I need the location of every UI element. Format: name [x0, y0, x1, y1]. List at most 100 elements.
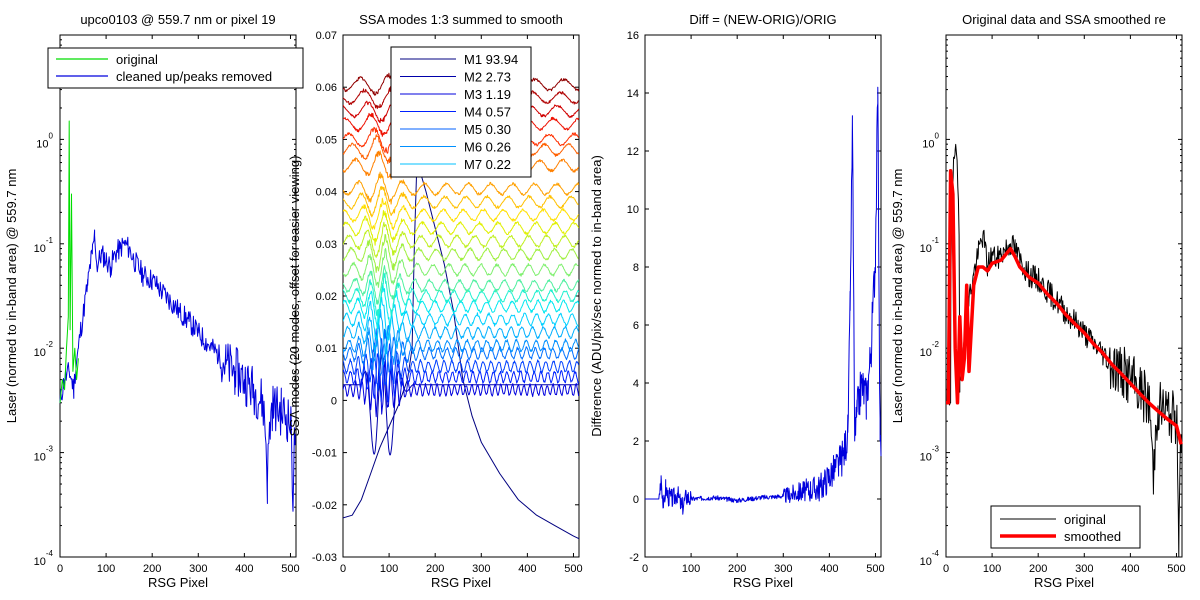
x-tick-label: 200 [426, 563, 444, 575]
legend-box [990, 505, 1141, 549]
y-tick-label: 0.02 [316, 291, 337, 303]
x-tick-label: 300 [472, 563, 490, 575]
legend-label: M1 93.94 [464, 52, 518, 67]
plot-frame [644, 34, 882, 558]
y-tick-label: 0.04 [316, 187, 337, 199]
mode-line-7 [343, 324, 579, 366]
y-tick-label: 10-1 [920, 236, 940, 255]
mode-line-11 [343, 272, 579, 319]
x-axis-label: RSG Pixel [431, 575, 491, 590]
mode-line-5 [343, 338, 579, 392]
plot-frame [59, 34, 297, 558]
x-tick-label: 200 [1029, 563, 1047, 575]
x-tick-label: 400 [518, 563, 536, 575]
x-tick-label: 0 [340, 563, 346, 575]
y-tick-label: 10-3 [34, 445, 54, 464]
legend-label: M2 2.73 [464, 70, 511, 85]
y-tick-label: 10-3 [920, 445, 940, 464]
mode-line-1 [343, 165, 579, 540]
x-tick-label: 500 [281, 563, 299, 575]
x-tick-label: 0 [943, 563, 949, 575]
y-tick-label: 8 [633, 262, 639, 274]
mode-line-12 [343, 265, 579, 305]
plot-frame [945, 34, 1183, 558]
x-tick-label: 500 [866, 563, 884, 575]
y-tick-label: -2 [629, 552, 639, 564]
legend-label: M6 0.26 [464, 140, 511, 155]
y-axis-label: Laser (normed to in-band area) @ 559.7 n… [890, 169, 905, 424]
y-tick-label: 0.03 [316, 239, 337, 251]
y-tick-label: -0.03 [312, 552, 337, 564]
x-tick-label: 300 [774, 563, 792, 575]
x-tick-label: 400 [235, 563, 253, 575]
legend-label: original [1064, 512, 1106, 527]
x-tick-label: 300 [189, 563, 207, 575]
y-tick-label: -0.02 [312, 500, 337, 512]
y-tick-label: 100 [36, 131, 53, 150]
x-tick-label: 500 [564, 563, 582, 575]
series-line-original [59, 120, 79, 403]
x-tick-label: 0 [642, 563, 648, 575]
legend-label: cleaned up/peaks removed [116, 69, 272, 84]
x-tick-label: 200 [728, 563, 746, 575]
legend-box [47, 47, 304, 89]
mode-line-15 [343, 221, 579, 258]
mode-line-18 [343, 185, 579, 218]
chart-title: SSA modes 1:3 summed to smooth [359, 12, 563, 27]
chart-title: Original data and SSA smoothed re [962, 12, 1166, 27]
y-tick-label: 4 [633, 378, 639, 390]
series-line-smoothed [946, 169, 1183, 445]
y-tick-label: -0.01 [312, 448, 337, 460]
y-tick-label: 12 [627, 146, 639, 158]
x-tick-label: 300 [1075, 563, 1093, 575]
x-tick-label: 100 [682, 563, 700, 575]
y-tick-label: 0.07 [316, 30, 337, 42]
y-tick-label: 10-4 [920, 549, 940, 568]
legend-label: M4 0.57 [464, 105, 511, 120]
y-tick-label: 100 [922, 131, 939, 150]
mode-traces [343, 72, 579, 540]
y-tick-label: 0 [331, 395, 337, 407]
chart-title: upco0103 @ 559.7 nm or pixel 19 [80, 12, 275, 27]
x-tick-label: 500 [1167, 563, 1185, 575]
y-tick-label: 10-2 [920, 340, 940, 359]
mode-line-16 [343, 210, 579, 246]
series-line-diff [645, 86, 882, 515]
y-axis-label: Laser (normed to in-band area) @ 559.7 n… [4, 169, 19, 424]
mode-line-4 [343, 352, 579, 403]
legend-label: smoothed [1064, 529, 1121, 544]
y-tick-label: 0.01 [316, 343, 337, 355]
y-tick-label: 16 [627, 30, 639, 42]
legend-label: original [116, 52, 158, 67]
y-tick-label: 0 [633, 494, 639, 506]
panel-2: 0 100 200 300 400 500 0.07 0.06 0.05 0.04 0.03 0.02… [287, 12, 583, 590]
x-tick-label: 100 [983, 563, 1001, 575]
x-axis-label: RSG Pixel [733, 575, 793, 590]
mode-line-13 [343, 248, 579, 288]
x-tick-label: 400 [820, 563, 838, 575]
mode-line-17 [343, 197, 579, 231]
legend: original cleaned up/peaks removed [47, 47, 304, 89]
y-tick-label: 14 [627, 88, 639, 100]
legend-label: M7 0.22 [464, 157, 511, 172]
y-tick-label: 0.06 [316, 82, 337, 94]
x-tick-label: 0 [57, 563, 63, 575]
y-tick-label: 10 [627, 204, 639, 216]
x-tick-label: 200 [143, 563, 161, 575]
y-tick-label: 10-4 [34, 549, 54, 568]
y-tick-label: 10-1 [34, 236, 54, 255]
legend-label: M3 1.19 [464, 87, 511, 102]
x-tick-label: 400 [1121, 563, 1139, 575]
x-tick-label: 100 [380, 563, 398, 575]
mode-line-9 [343, 297, 579, 341]
y-tick-label: 0.05 [316, 134, 337, 146]
y-tick-label: 6 [633, 320, 639, 332]
chart-title: Diff = (NEW-ORIG)/ORIG [689, 12, 836, 27]
mode-line-3 [343, 361, 579, 418]
legend: original smoothed [990, 505, 1141, 549]
x-axis-label: RSG Pixel [148, 575, 208, 590]
mode-line-19 [343, 171, 579, 205]
y-tick-label: 10-2 [34, 340, 54, 359]
